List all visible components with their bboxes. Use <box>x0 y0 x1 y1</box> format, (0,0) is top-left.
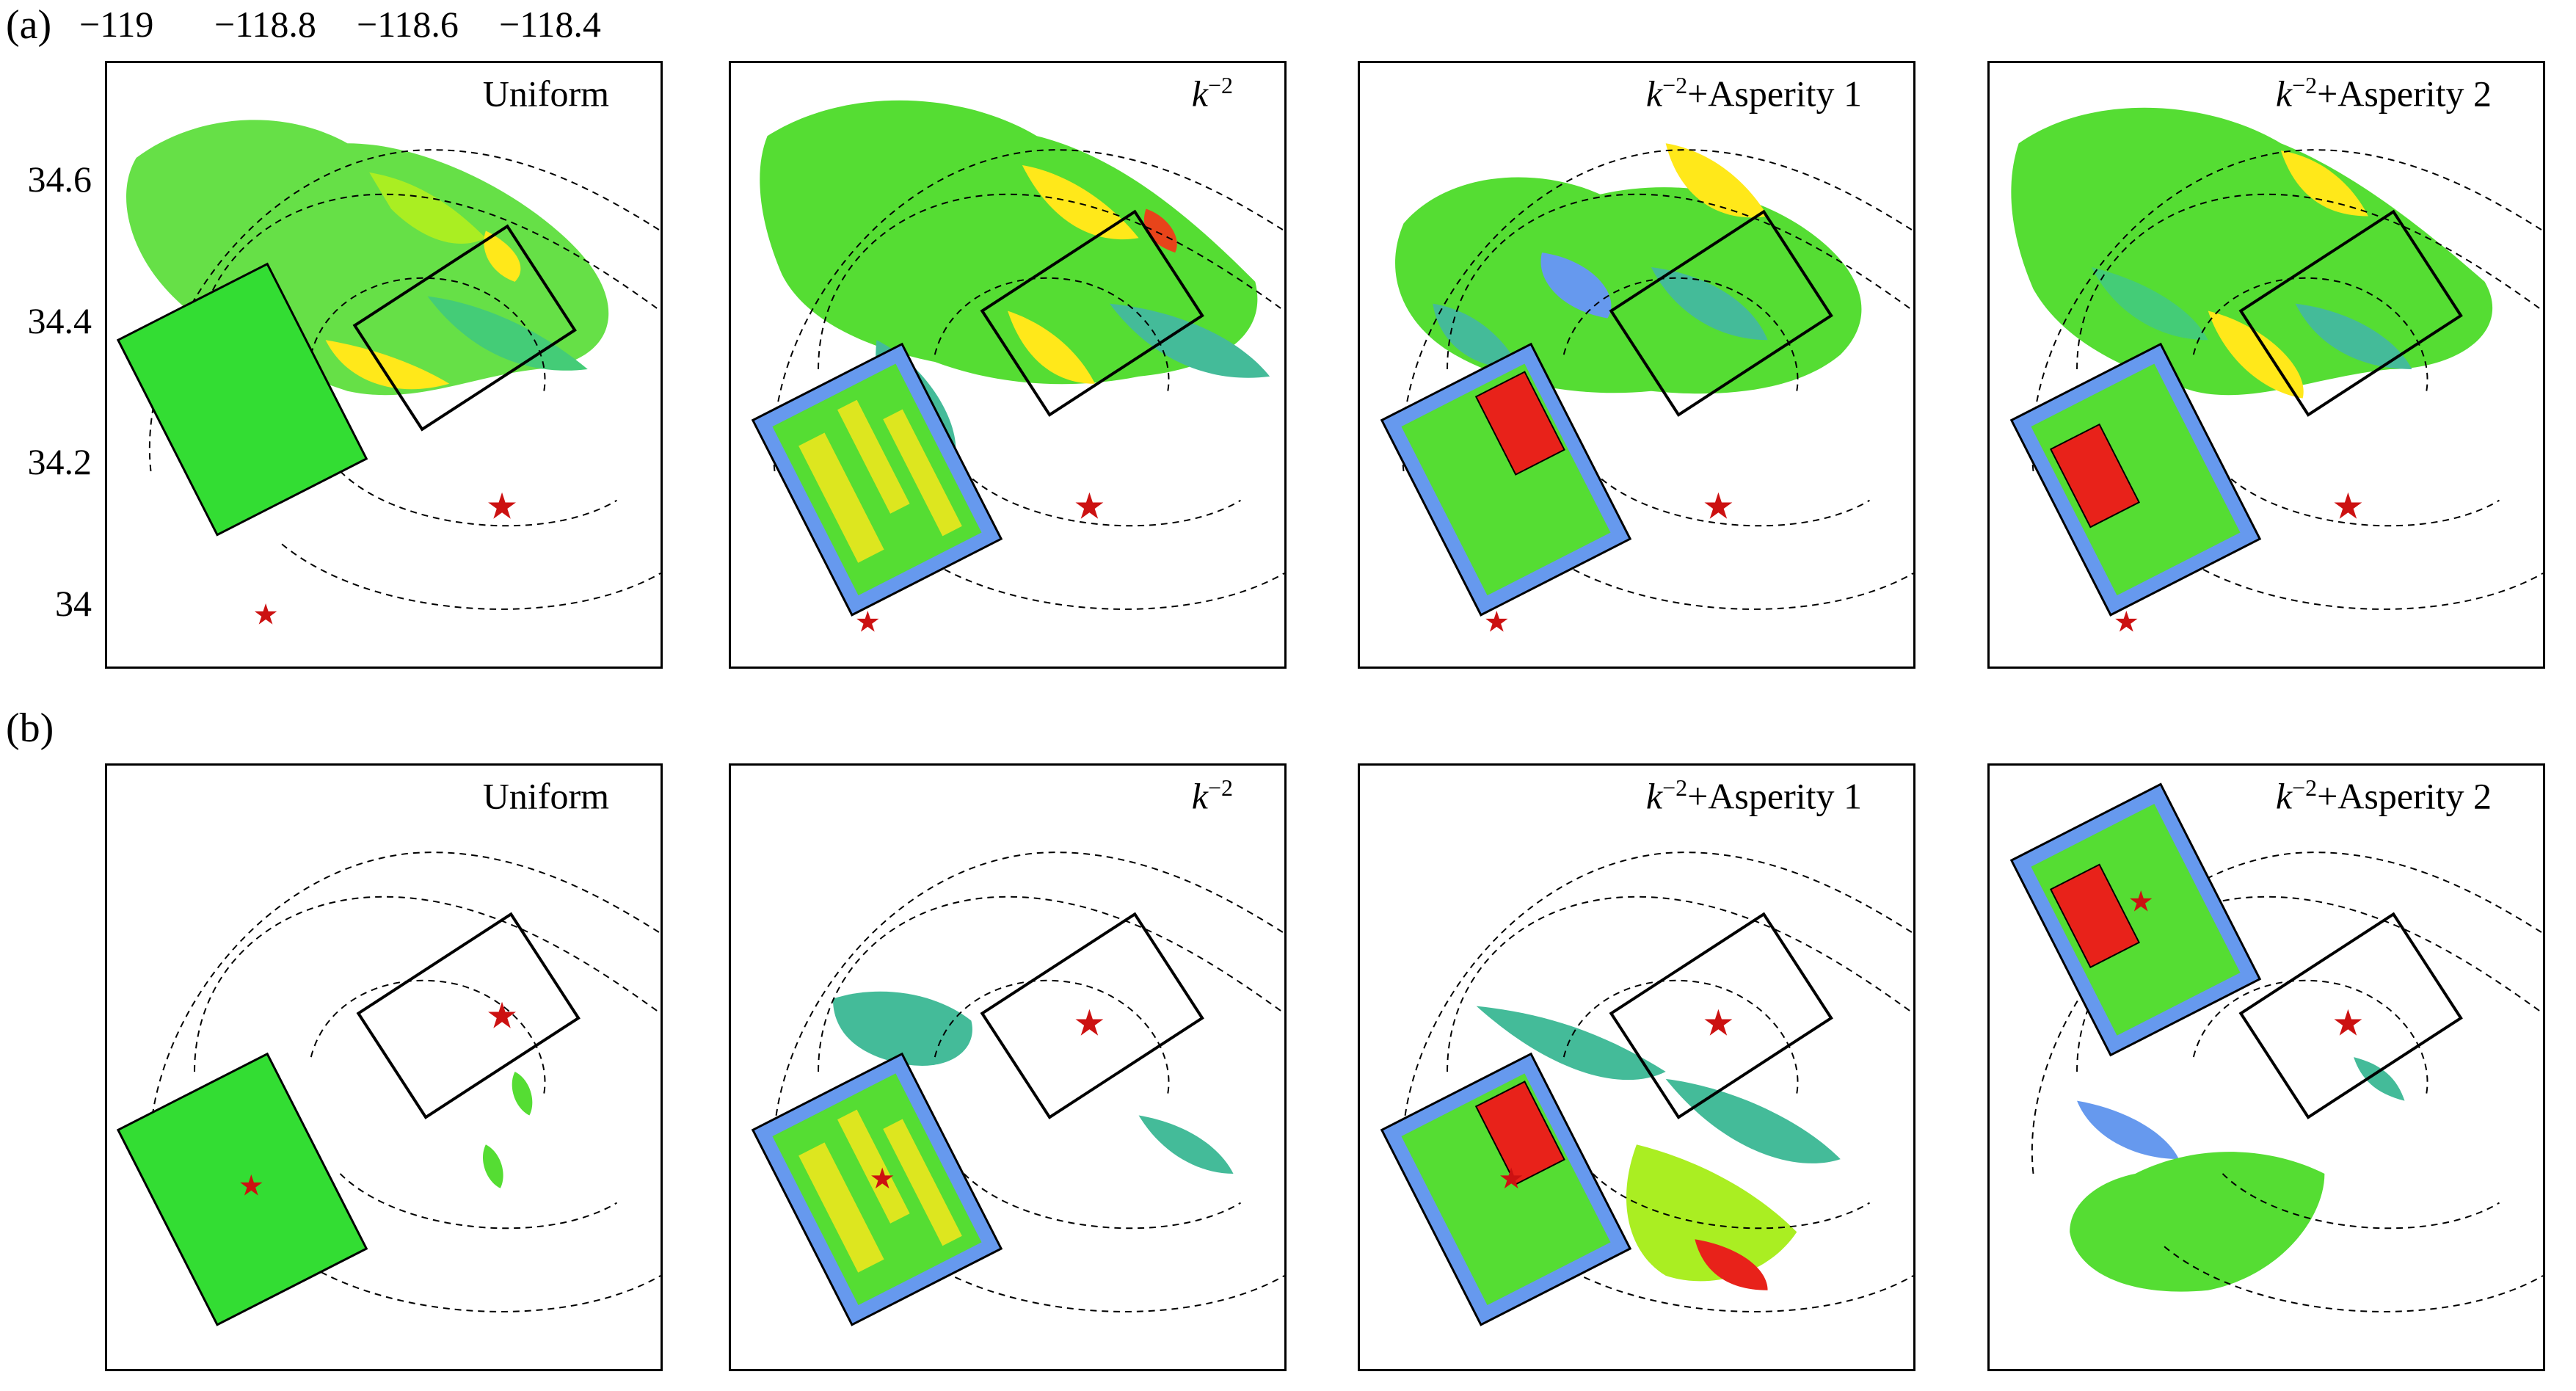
hypocenter-star-icon: ★ <box>855 606 881 638</box>
fault-plane-outline <box>2238 209 2463 417</box>
fault-inset <box>2009 342 2262 617</box>
fault-plane-outline <box>980 912 1204 1119</box>
panel-title-b3: k−2+Asperity 1 <box>1645 774 1862 817</box>
fault-inset <box>116 1052 368 1326</box>
epicenter-star-icon: ★ <box>2332 486 2364 526</box>
row-label-b: (b) <box>6 705 54 751</box>
distance-contours <box>149 851 661 1312</box>
map-panel-b3: ★ ★ k−2+Asperity 1 <box>1358 763 1915 1371</box>
row-label-a: (a) <box>6 2 52 48</box>
map-b1-svg: ★ ★ <box>116 851 661 1326</box>
map-panel-a3: ★ ★ k−2+Asperity 1 <box>1358 61 1915 669</box>
lat-tick-label: 34.2 <box>27 441 92 482</box>
fault-plane-outline <box>356 912 581 1119</box>
fault-inset <box>2009 782 2262 1057</box>
hypocenter-star-icon: ★ <box>252 598 279 631</box>
slip-pattern <box>2011 107 2493 399</box>
map-panel-b4: ★ ★ k−2+Asperity 2 <box>1987 763 2545 1371</box>
fault-plane-outline <box>980 209 1204 417</box>
map-panel-a4: ★ ★ k−2+Asperity 2 <box>1987 61 2545 669</box>
epicenter-star-icon: ★ <box>2332 1003 2364 1043</box>
lon-tick-label: −119 <box>79 4 154 45</box>
fault-plane-outline <box>352 224 577 432</box>
fault-inset <box>1380 342 1632 617</box>
lon-tick-label: −118.6 <box>357 4 459 45</box>
fault-plane-outline <box>1609 209 1833 417</box>
epicenter-star-icon: ★ <box>1073 1003 1105 1043</box>
slip-pattern <box>1395 143 1862 394</box>
slip-pattern <box>1476 1006 1841 1290</box>
hypocenter-star-icon: ★ <box>2128 886 2155 918</box>
fault-inset <box>116 262 368 537</box>
distance-contours <box>2031 851 2543 1312</box>
panel-title-a4: k−2+Asperity 2 <box>2275 72 2492 115</box>
lat-tick-label: 34.6 <box>27 159 92 200</box>
fault-plane-outline <box>1609 912 1833 1119</box>
fault-plane-outline <box>2238 912 2463 1119</box>
map-panel-b1: ★ ★ Uniform <box>105 763 663 1371</box>
epicenter-star-icon: ★ <box>1073 486 1105 526</box>
hypocenter-star-icon: ★ <box>2114 606 2140 638</box>
lon-tick-label: −118.8 <box>214 4 316 45</box>
map-a4-svg: ★ ★ <box>2009 107 2543 638</box>
lat-tick-label: 34.4 <box>27 300 92 341</box>
map-panel-a2: ★ ★ k−2 <box>729 61 1287 669</box>
map-panel-a1: ★ ★ Uniform <box>105 61 663 669</box>
map-a2-svg: ★ ★ <box>751 100 1284 638</box>
panel-title-b4: k−2+Asperity 2 <box>2275 774 2492 817</box>
map-b3-svg: ★ ★ <box>1380 851 1913 1326</box>
distance-contours <box>2031 149 2543 610</box>
map-a3-svg: ★ ★ <box>1380 143 1913 638</box>
panel-title-b1: Uniform <box>482 775 609 817</box>
lat-tick-label: 34 <box>55 583 92 624</box>
map-a1-svg: ★ ★ <box>116 120 661 631</box>
map-panel-b2: ★ ★ k−2 <box>729 763 1287 1371</box>
slip-pattern <box>832 991 1234 1174</box>
hypocenter-star-icon: ★ <box>1499 1163 1525 1195</box>
panel-title-a3: k−2+Asperity 1 <box>1645 72 1862 115</box>
fault-inset <box>1380 1052 1632 1326</box>
epicenter-star-icon: ★ <box>486 486 518 526</box>
slip-pattern <box>483 1071 533 1188</box>
hypocenter-star-icon: ★ <box>239 1170 265 1202</box>
panel-title-a2: k−2 <box>1191 72 1233 115</box>
distance-contours <box>1402 149 1913 610</box>
hypocenter-star-icon: ★ <box>1484 606 1510 638</box>
hypocenter-star-icon: ★ <box>870 1163 896 1195</box>
panel-title-b2: k−2 <box>1191 774 1233 817</box>
lon-tick-label: −118.4 <box>499 4 601 45</box>
fault-inset <box>751 1052 1003 1326</box>
epicenter-star-icon: ★ <box>1702 486 1734 526</box>
panel-title-a1: Uniform <box>482 73 609 115</box>
slip-pattern <box>2070 1057 2405 1292</box>
epicenter-star-icon: ★ <box>1702 1003 1734 1043</box>
fault-inset <box>751 342 1003 617</box>
epicenter-star-icon: ★ <box>486 995 518 1036</box>
map-b4-svg: ★ ★ <box>2009 782 2543 1312</box>
map-b2-svg: ★ ★ <box>751 851 1284 1326</box>
distance-contours <box>773 149 1284 610</box>
